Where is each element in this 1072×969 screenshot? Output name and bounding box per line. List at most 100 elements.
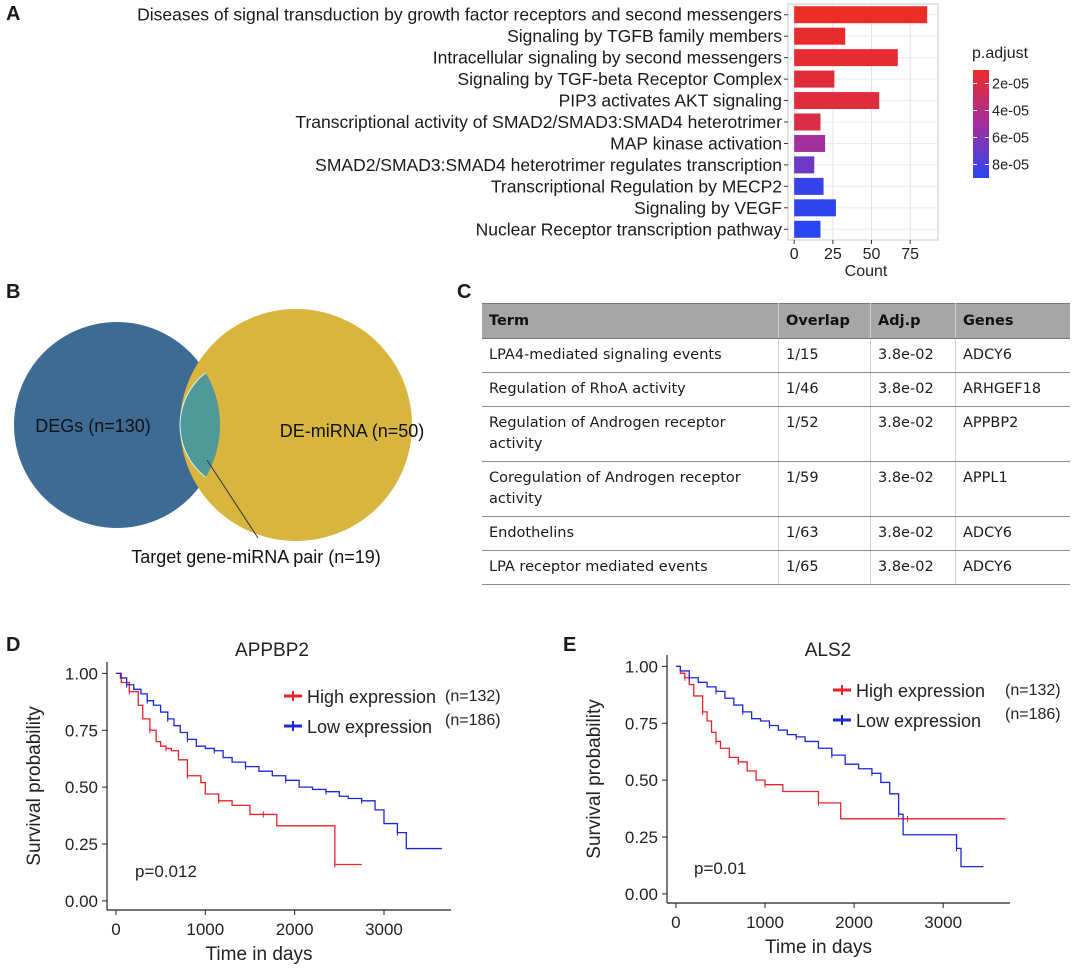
venn-set-mirna (180, 309, 412, 541)
high-expression-curve (115, 672, 362, 866)
venn-leader-line (206, 459, 259, 539)
panel-label-a: A (6, 3, 21, 25)
bar (794, 70, 835, 88)
category-label: Signaling by VEGF (634, 198, 782, 218)
x-tick-label: 75 (901, 246, 919, 263)
col-genes: Genes (955, 303, 1070, 339)
plot-title: ALS2 (805, 640, 851, 661)
cell-term: Regulation of Androgen receptor activity (482, 406, 779, 462)
cell-genes: ADCY6 (955, 550, 1070, 585)
p-value-annotation: p=0.012 (135, 862, 197, 881)
cell-genes: ADCY6 (955, 338, 1070, 373)
panel-label-e: E (563, 634, 577, 656)
x-tick-label: 1000 (186, 920, 224, 939)
legend-label: 8e-05 (992, 158, 1029, 174)
cell-overlap: 1/15 (778, 338, 871, 373)
category-label: Signaling by TGFB family members (507, 26, 782, 46)
bar (794, 49, 898, 67)
y-tick-label: 0.25 (625, 828, 658, 847)
low-expression-curve (115, 672, 443, 850)
venn-label-degs: DEGs (n=130) (35, 416, 151, 436)
legend-colorbar (973, 70, 989, 178)
table-header-row: Term Overlap Adj.p Genes (482, 303, 1070, 339)
bar (794, 92, 880, 110)
category-label: Intracellular signaling by second messen… (433, 48, 782, 68)
x-tick-label: 50 (863, 246, 881, 263)
cell-adjp: 3.8e-02 (870, 406, 956, 462)
legend-label: Low expression (307, 717, 432, 737)
legend-label: 2e-05 (992, 77, 1029, 93)
y-tick-label: 0.75 (625, 714, 658, 733)
cell-term: Endothelins (482, 516, 779, 551)
legend-n-label: (n=186) (1005, 706, 1061, 723)
cell-adjp: 3.8e-02 (870, 372, 956, 407)
cell-adjp: 3.8e-02 (870, 338, 956, 373)
cell-term: LPA receptor mediated events (482, 550, 779, 585)
x-tick-label: 3000 (924, 913, 962, 932)
x-tick-label: 0 (790, 246, 799, 263)
cell-term: Regulation of RhoA activity (482, 372, 779, 407)
legend-label: High expression (856, 681, 985, 701)
y-tick-label: 0.50 (65, 778, 98, 797)
col-adjp: Adj.p (870, 303, 956, 339)
y-axis-label: Survival probability (24, 706, 45, 866)
y-tick-label: 0.00 (625, 885, 658, 904)
y-tick-label: 1.00 (65, 664, 98, 683)
y-tick-label: 0.25 (65, 835, 98, 854)
legend-label: High expression (307, 687, 436, 707)
x-axis-label: Time in days (206, 944, 313, 965)
x-tick-label: 3000 (365, 920, 403, 939)
bar (794, 6, 928, 24)
cell-genes: APPL1 (955, 461, 1070, 517)
y-tick-label: 1.00 (625, 657, 658, 676)
high-expression-curve (675, 665, 1006, 820)
col-overlap: Overlap (778, 303, 871, 339)
category-labels: Diseases of signal transduction by growt… (137, 5, 788, 239)
table-row: Regulation of Androgen receptor activity… (482, 406, 1070, 462)
venn-overlap (179, 358, 220, 492)
y-axis-label: Survival probability (584, 699, 605, 859)
legend-label: 6e-05 (992, 131, 1029, 147)
cell-adjp: 3.8e-02 (870, 516, 956, 551)
y-tick-label: 0.00 (65, 892, 98, 911)
x-tick-label: 25 (824, 246, 842, 263)
legend-labels: 2e-05 4e-05 6e-05 8e-05 (973, 77, 1029, 174)
low-expression-curve (675, 665, 984, 868)
x-tick-label: 2000 (276, 920, 314, 939)
bar (794, 113, 821, 131)
panel-label-c: C (457, 281, 472, 303)
cell-term: Coregulation of Androgen receptor activi… (482, 461, 779, 517)
cell-overlap: 1/52 (778, 406, 871, 462)
cell-overlap: 1/63 (778, 516, 871, 551)
cell-genes: ARHGEF18 (955, 372, 1070, 407)
bars (794, 6, 928, 238)
cell-overlap: 1/59 (778, 461, 871, 517)
x-tick-label: 2000 (835, 913, 873, 932)
legend-title: p.adjust (972, 45, 1029, 62)
p-value-annotation: p=0.01 (694, 859, 746, 878)
bar (794, 27, 846, 45)
x-axis-label: Count (845, 263, 888, 280)
col-term: Term (482, 303, 779, 339)
category-label: SMAD2/SMAD3:SMAD4 heterotrimer regulates… (315, 155, 782, 175)
x-tick-label: 0 (111, 920, 120, 939)
cell-genes: ADCY6 (955, 516, 1070, 551)
table-row: Endothelins 1/63 3.8e-02 ADCY6 (482, 516, 1070, 551)
y-tick-label: 0.50 (625, 771, 658, 790)
venn-label-mirna: DE-miRNA (n=50) (280, 421, 425, 441)
panel-label-d: D (6, 634, 21, 656)
y-tick-label: 0.75 (65, 721, 98, 740)
x-tick-label: 0 (671, 913, 680, 932)
table-row: LPA receptor mediated events 1/65 3.8e-0… (482, 550, 1070, 585)
cell-overlap: 1/46 (778, 372, 871, 407)
pathway-enrichment-bar-chart: Diseases of signal transduction by growt… (137, 3, 1029, 280)
cell-adjp: 3.8e-02 (870, 461, 956, 517)
legend-label: Low expression (856, 711, 981, 731)
cell-overlap: 1/65 (778, 550, 871, 585)
table-row: Regulation of RhoA activity 1/46 3.8e-02… (482, 372, 1070, 407)
bar (794, 220, 821, 238)
x-axis-ticks: 0 25 50 75 (790, 240, 919, 263)
category-label: Diseases of signal transduction by growt… (137, 5, 782, 25)
plot-title: APPBP2 (235, 640, 309, 661)
category-label: Signaling by TGF-beta Receptor Complex (457, 69, 782, 89)
